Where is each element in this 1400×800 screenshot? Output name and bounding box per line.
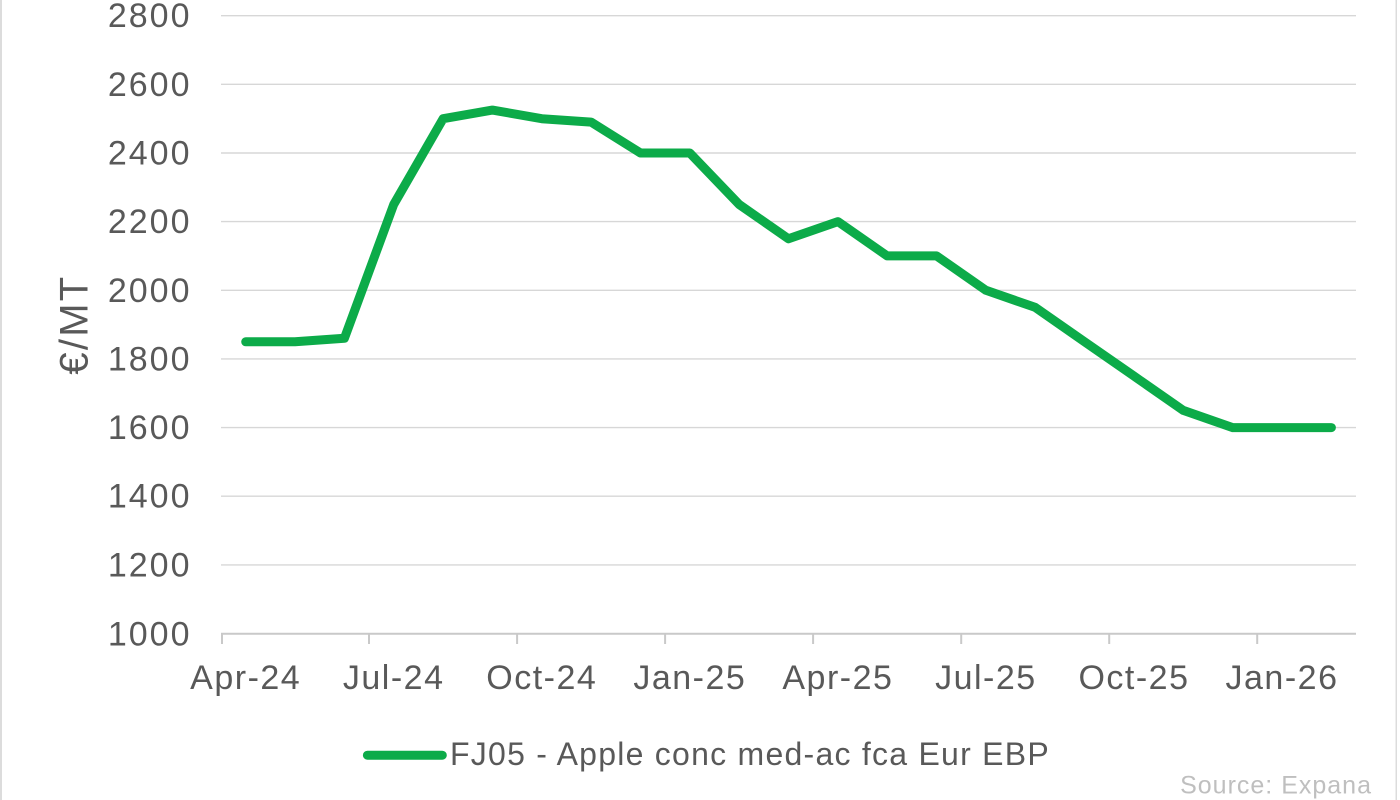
svg-text:Oct-25: Oct-25 [1078, 659, 1189, 697]
svg-text:Source: Expana: Source: Expana [1180, 772, 1372, 800]
svg-text:Jan-26: Jan-26 [1226, 659, 1339, 697]
svg-text:Apr-24: Apr-24 [190, 659, 301, 697]
svg-text:1800: 1800 [108, 340, 192, 378]
svg-text:Apr-25: Apr-25 [782, 659, 893, 697]
svg-text:2400: 2400 [108, 135, 192, 173]
svg-text:1600: 1600 [108, 409, 192, 447]
svg-text:Jul-24: Jul-24 [343, 659, 445, 697]
svg-text:1000: 1000 [108, 615, 192, 653]
svg-text:2800: 2800 [108, 0, 192, 35]
svg-text:1200: 1200 [108, 546, 192, 584]
svg-text:FJ05 - Apple conc med-ac fca E: FJ05 - Apple conc med-ac fca Eur EBP [450, 736, 1050, 772]
svg-text:2000: 2000 [108, 272, 192, 310]
svg-text:1400: 1400 [108, 478, 192, 516]
svg-text:Jul-25: Jul-25 [935, 659, 1037, 697]
svg-text:Jan-25: Jan-25 [633, 659, 746, 697]
svg-text:2600: 2600 [108, 66, 192, 104]
svg-text:2200: 2200 [108, 203, 192, 241]
svg-text:€/MT: €/MT [53, 275, 97, 375]
svg-text:Oct-24: Oct-24 [486, 659, 597, 697]
